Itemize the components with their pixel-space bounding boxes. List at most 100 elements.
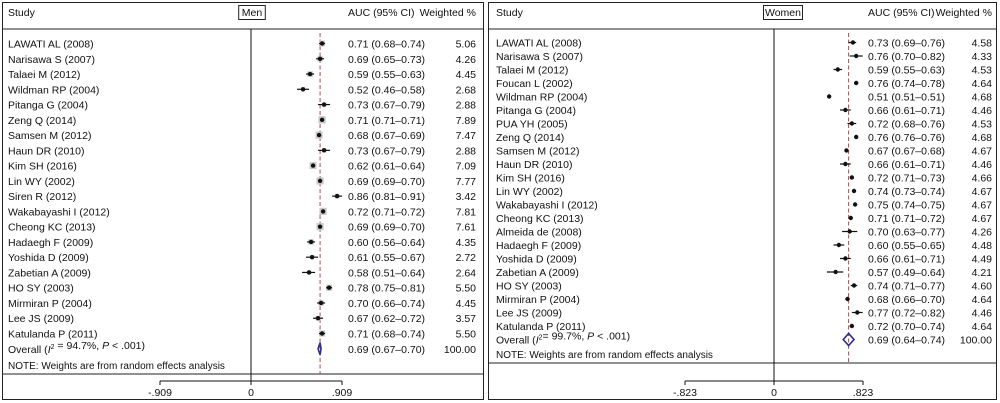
point-estimate <box>850 40 856 45</box>
study-auc-ci: 0.59 (0.55–0.63) <box>348 69 425 81</box>
study-weight: 3.42 <box>456 191 477 203</box>
study-row: Wakabayashi I (2012) 0.72 (0.71–0.72) 7.81 <box>8 206 476 218</box>
panel-frame <box>488 2 997 400</box>
study-name: Samsen M (2012) <box>496 146 579 158</box>
point-estimate <box>306 270 312 275</box>
study-weight: 4.64 <box>972 321 993 333</box>
study-row: Wildman RP (2004) 0.52 (0.46–0.58) 2.68 <box>8 84 476 96</box>
study-weight: 2.64 <box>456 267 477 279</box>
study-row: Yoshida D (2009) 0.61 (0.55–0.67) 2.72 <box>8 252 476 264</box>
point-estimate <box>845 296 850 302</box>
study-name: Talaei M (2012) <box>8 69 80 81</box>
weights-note: NOTE: Weights are from random effects an… <box>8 361 225 372</box>
study-weight: 7.77 <box>456 176 477 188</box>
x-tick-label: 0 <box>248 387 254 399</box>
point-estimate <box>319 331 325 336</box>
study-name: Wakabayashi I (2012) <box>8 206 110 218</box>
study-auc-ci: 0.75 (0.74–0.75) <box>868 200 945 212</box>
overall-diamond <box>842 332 856 347</box>
study-row: Zabetian A (2009) 0.58 (0.51–0.64) 2.64 <box>8 267 476 279</box>
study-auc-ci: 0.60 (0.56–0.64) <box>348 237 425 249</box>
study-name: Haun DR (2010) <box>496 159 572 171</box>
study-weight: 4.26 <box>972 227 993 239</box>
study-weight: 4.64 <box>972 294 993 306</box>
study-name: Zeng Q (2014) <box>8 115 76 127</box>
point-estimate <box>319 41 325 46</box>
study-row: Talaei M (2012) 0.59 (0.55–0.63) 4.45 <box>8 69 476 81</box>
study-row: Cheong KC (2013) 0.69 (0.69–0.70) 7.61 <box>8 222 476 234</box>
study-row: Talaei M (2012) 0.59 (0.55–0.63) 4.53 <box>496 65 992 77</box>
study-auc-ci: 0.57 (0.49–0.64) <box>868 267 945 279</box>
study-weight: 4.67 <box>972 146 993 158</box>
study-name: Talaei M (2012) <box>496 65 568 77</box>
forest-panel-women: Study AUC (95% CI) Weighted % Women -.823 0 .8… <box>488 2 997 400</box>
study-auc-ci: 0.59 (0.55–0.63) <box>868 65 945 77</box>
study-weight: 4.48 <box>972 240 993 252</box>
study-row: Foucan L (2002) 0.76 (0.74–0.78) 4.64 <box>496 78 992 90</box>
study-auc-ci: 0.51 (0.51–0.51) <box>868 92 945 104</box>
point-estimate <box>318 300 324 306</box>
study-row: Katulanda P (2011) 0.71 (0.68–0.74) 5.50 <box>8 329 476 341</box>
overall-row: Overall (I2= 99.7%, P < .001) 0.69 (0.64–… <box>496 331 992 347</box>
point-estimate <box>316 132 322 138</box>
study-row: HO SY (2003) 0.74 (0.71–0.77) 4.60 <box>496 281 992 293</box>
study-name: Mirmiran P (2004) <box>8 298 92 310</box>
study-name: Hadaegh F (2009) <box>496 240 581 252</box>
study-row: Haun DR (2010) 0.73 (0.67–0.79) 2.88 <box>8 145 476 157</box>
study-row: Almeida de (2008) 0.70 (0.63–0.77) 4.26 <box>496 227 992 239</box>
point-estimate <box>836 242 842 248</box>
study-row: Kim SH (2016) 0.72 (0.71–0.73) 4.66 <box>496 173 992 185</box>
study-name: Pitanga G (2004) <box>8 100 88 112</box>
study-auc-ci: 0.71 (0.68–0.74) <box>348 39 425 51</box>
study-row: Samsen M (2012) 0.68 (0.67–0.69) 7.47 <box>8 130 476 142</box>
study-auc-ci: 0.72 (0.70–0.74) <box>868 321 945 333</box>
study-auc-ci: 0.67 (0.67–0.68) <box>868 146 945 158</box>
study-name: Cheong KC (2013) <box>8 222 96 234</box>
study-auc-ci: 0.66 (0.61–0.71) <box>868 254 945 266</box>
study-row: Lin WY (2002) 0.74 (0.73–0.74) 4.67 <box>496 186 992 198</box>
overall-diamond <box>317 342 322 356</box>
study-auc-ci: 0.66 (0.61–0.71) <box>868 159 945 171</box>
study-name: PUA YH (2005) <box>496 119 568 131</box>
point-estimate <box>843 161 848 167</box>
point-estimate <box>851 283 857 288</box>
study-weight: 4.58 <box>972 38 993 50</box>
study-weight: 7.89 <box>456 115 477 127</box>
forest-panel-men: Study AUC (95% CI) Weighted % Men -.909 0 .909… <box>2 2 484 400</box>
point-estimate <box>852 202 858 207</box>
header-study: Study <box>496 7 524 19</box>
point-estimate <box>300 87 306 92</box>
study-row: Wildman RP (2004) 0.51 (0.51–0.51) 4.68 <box>496 92 992 104</box>
point-estimate <box>849 175 855 180</box>
point-estimate <box>843 107 848 113</box>
study-weight: 4.45 <box>456 69 477 81</box>
study-auc-ci: 0.73 (0.67–0.79) <box>348 100 425 112</box>
x-tick-label: -.823 <box>673 387 697 399</box>
point-estimate <box>848 215 853 221</box>
study-row: Narisawa S (2007) 0.76 (0.70–0.82) 4.33 <box>496 51 992 63</box>
study-row: PUA YH (2005) 0.72 (0.68–0.76) 4.53 <box>496 119 992 131</box>
point-estimate <box>317 224 323 229</box>
study-name: Lin WY (2002) <box>496 186 563 198</box>
study-row: Pitanga G (2004) 0.73 (0.67–0.79) 2.88 <box>8 100 476 112</box>
study-name: Katulanda P (2011) <box>496 321 586 333</box>
study-name: Yoshida D (2009) <box>8 252 89 264</box>
point-estimate <box>319 117 325 123</box>
study-auc-ci: 0.74 (0.73–0.74) <box>868 186 945 198</box>
point-estimate <box>835 67 841 72</box>
study-auc-ci: 0.78 (0.75–0.81) <box>348 283 425 295</box>
study-weight: 4.35 <box>456 237 477 249</box>
study-name: Wildman RP (2004) <box>496 92 587 104</box>
study-name: Lin WY (2002) <box>8 176 75 188</box>
study-weight: 5.50 <box>456 329 477 341</box>
point-estimate <box>334 193 340 199</box>
study-name: Haun DR (2010) <box>8 145 84 157</box>
study-row: Haun DR (2010) 0.66 (0.61–0.71) 4.46 <box>496 159 992 171</box>
study-auc-ci: 0.61 (0.55–0.67) <box>348 252 425 264</box>
study-auc-ci: 0.74 (0.71–0.77) <box>868 281 945 293</box>
study-auc-ci: 0.71 (0.71–0.72) <box>868 213 945 225</box>
x-tick-label: 0 <box>771 387 777 399</box>
study-name: Katulanda P (2011) <box>8 329 98 341</box>
overall-row: Overall (I2 = 94.7%, P < .001) 0.69 (0.67… <box>8 340 476 356</box>
study-auc-ci: 0.77 (0.72–0.82) <box>868 308 945 320</box>
